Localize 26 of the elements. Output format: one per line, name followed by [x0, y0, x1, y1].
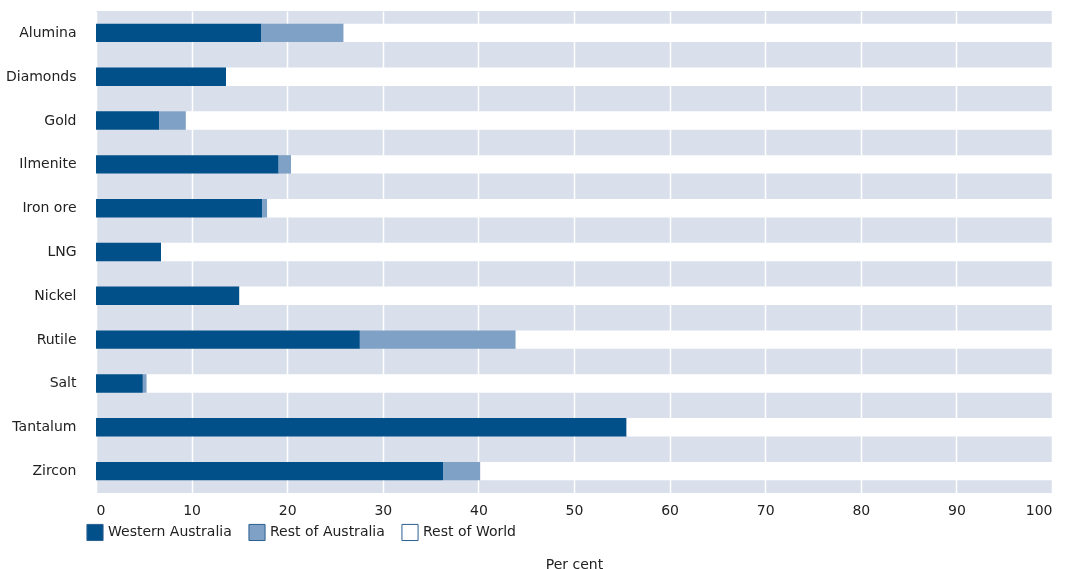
y-tick-label: Rutile: [36, 330, 77, 347]
y-tick-label: Zircon: [32, 462, 77, 479]
x-tick-label: 30: [374, 501, 393, 518]
x-tick-label: 90: [947, 501, 966, 518]
x-tick-label: 40: [469, 501, 488, 518]
y-tick-label: Tantalum: [11, 418, 77, 435]
y-tick-label: Salt: [49, 374, 77, 391]
x-tick-label: 50: [565, 501, 584, 518]
x-tick-label: 70: [756, 501, 775, 518]
x-tick-label: 60: [661, 501, 680, 518]
y-tick-label: Nickel: [34, 286, 77, 303]
y-tick-label: Ilmenite: [19, 155, 77, 172]
x-tick-label: 80: [852, 501, 871, 518]
x-axis-title: Per cent: [545, 555, 604, 569]
y-tick-label: LNG: [47, 243, 77, 259]
x-tick-label: 20: [278, 501, 297, 518]
legend-label: Rest of Australia: [270, 523, 385, 540]
x-tick-label: 10: [183, 501, 202, 518]
x-tick-label: 100: [1025, 501, 1053, 518]
y-tick-label: Iron ore: [22, 199, 77, 216]
y-tick-label: Diamonds: [5, 67, 77, 84]
y-tick-label: Gold: [44, 111, 77, 128]
legend-label: Rest of World: [423, 523, 517, 540]
y-tick-label: Alumina: [19, 23, 77, 40]
legend-label: Western Australia: [108, 523, 232, 540]
x-tick-label: 0: [96, 501, 106, 518]
